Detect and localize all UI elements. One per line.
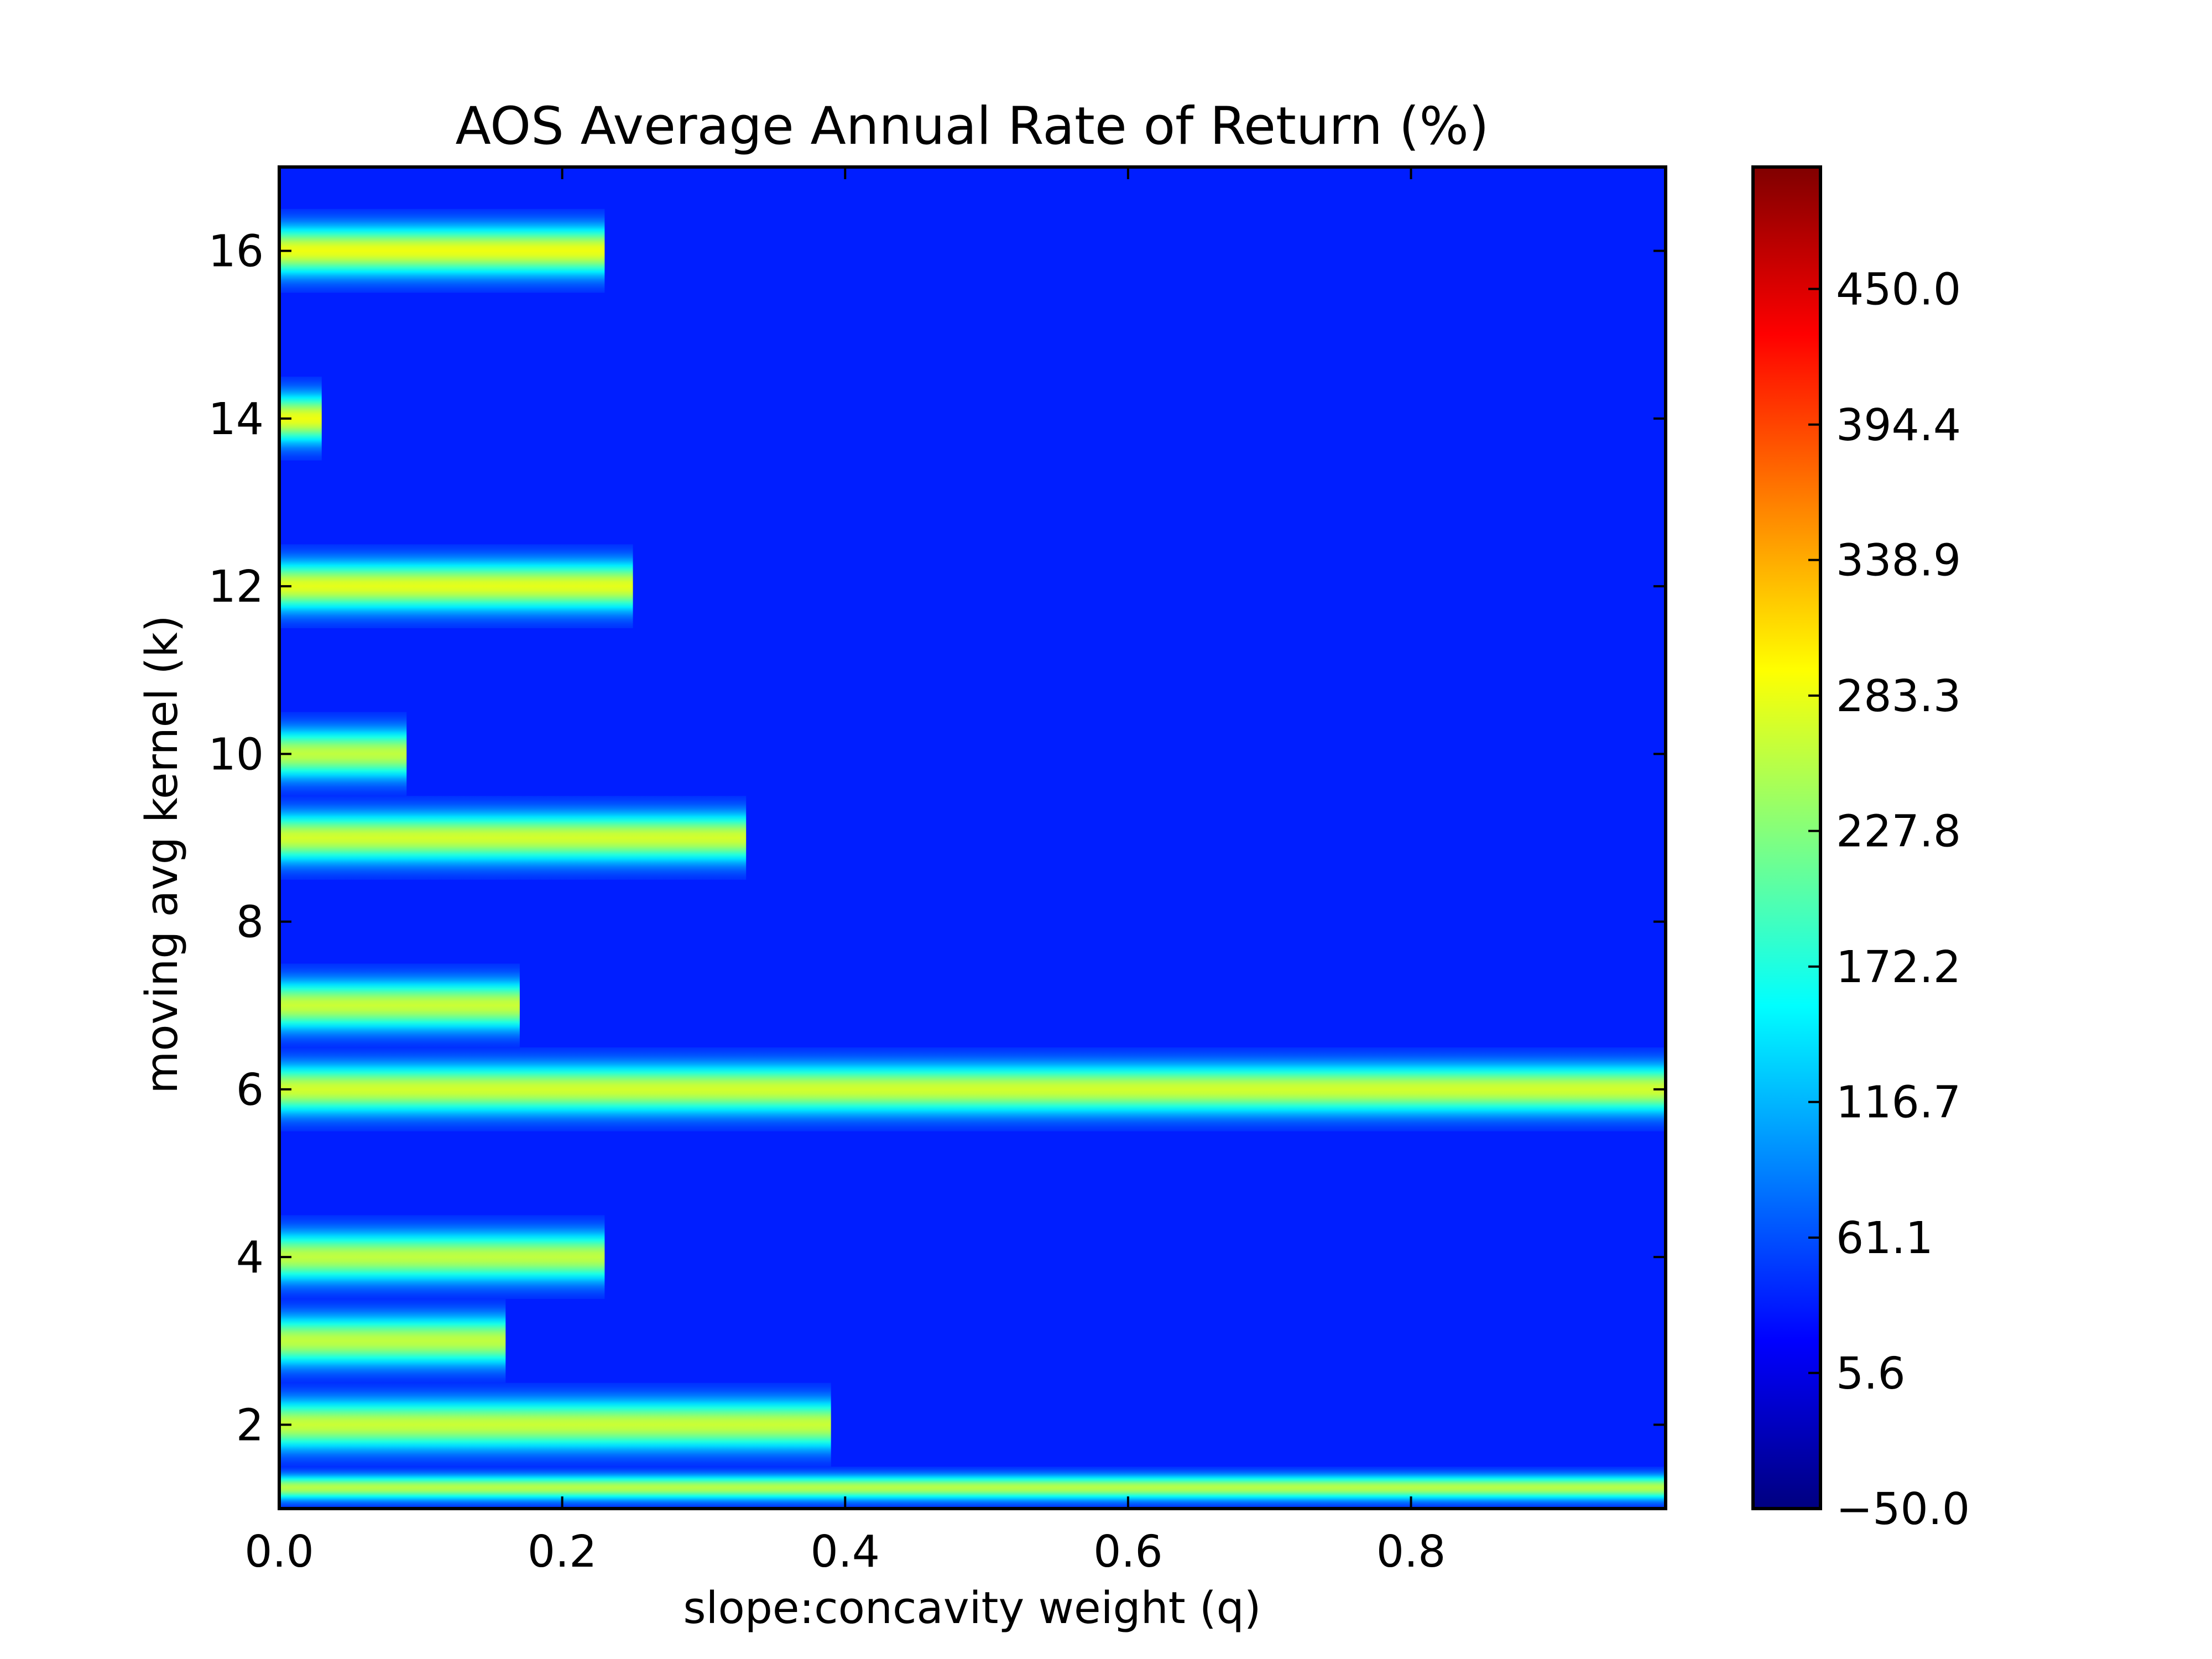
heatmap-band [279,1383,831,1467]
x-tick-label: 0.4 [810,1526,880,1577]
colorbar-tick-label: 5.6 [1836,1348,1906,1399]
colorbar-tick-label: 338.9 [1836,535,1961,586]
x-tick-label: 0.6 [1093,1526,1163,1577]
y-tick-label: 6 [236,1065,264,1115]
x-tick-label: 0.0 [244,1526,314,1577]
heatmap-band [279,544,633,628]
x-tick-label: 0.8 [1376,1526,1446,1577]
colorbar-tick-label: 116.7 [1836,1077,1961,1128]
heatmap-band [279,1298,506,1383]
y-tick-label: 14 [208,394,264,445]
colorbar-frame [1751,165,1822,1510]
colorbar-axis: −50.0 5.6 61.1 116.7 172.2 227.8 283.3 338.9 394… [1808,264,1970,1535]
colorbar-gradient [1753,167,1820,1509]
heatmap-band [279,963,520,1048]
colorbar [1753,167,1820,1509]
heatmap-band [279,1467,1666,1509]
chart-title: AOS Average Annual Rate of Return (%) [455,96,1489,156]
heatmap-band [279,1047,1666,1131]
x-axis: 0.0 0.2 0.4 0.6 0.8 [244,167,1446,1577]
x-axis-label: slope:concavity weight (q) [683,1583,1261,1634]
colorbar-tick-label: 283.3 [1836,671,1961,722]
colorbar-tick-label: 450.0 [1836,264,1961,315]
y-tick-label: 16 [208,226,264,277]
y-tick-label: 8 [236,897,264,948]
colorbar-tick-label: 172.2 [1836,942,1961,993]
y-tick-label: 2 [236,1400,264,1451]
heatmap-field [279,167,1666,1509]
y-tick-label: 4 [236,1232,264,1283]
heatmap-band [279,712,407,796]
y-axis-label: moving avg kernel (k) [137,615,187,1094]
colorbar-tick-label: −50.0 [1836,1484,1970,1535]
y-axis: 2 4 6 8 10 12 14 16 [208,226,1666,1451]
colorbar-tick-label: 394.4 [1836,400,1961,451]
plot-frame [278,165,1667,1510]
x-tick-label: 0.2 [528,1526,597,1577]
heatmap-band [279,1215,605,1299]
y-tick-label: 12 [208,561,264,612]
colorbar-tick-label: 227.8 [1836,806,1961,857]
heatmap-band [279,796,747,880]
colorbar-tick-label: 61.1 [1836,1213,1933,1264]
heatmap-band [279,208,605,293]
y-tick-label: 10 [208,729,264,780]
